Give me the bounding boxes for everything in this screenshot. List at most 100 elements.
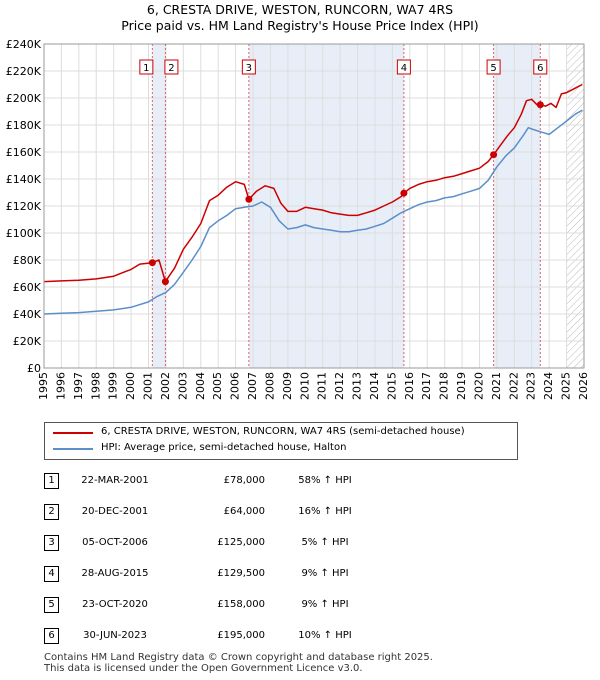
- sale-label: 4: [401, 63, 407, 74]
- hpi-series-line: [43, 109, 583, 315]
- sale-price: £125,000: [217, 537, 265, 548]
- sale-label-box: [396, 59, 411, 75]
- y-tick-label: £240K: [6, 38, 42, 51]
- chart-title: 6, CRESTA DRIVE, WESTON, RUNCORN, WA7 4R…: [146, 2, 454, 17]
- y-tick-label: £200K: [6, 92, 42, 105]
- sale-price: £64,000: [223, 506, 265, 517]
- footer-line-1: Contains HM Land Registry data © Crown c…: [44, 652, 433, 663]
- x-tick-label: 2018: [438, 372, 451, 400]
- x-tick-label: 2026: [577, 372, 590, 400]
- x-tick-label: 2001: [142, 372, 155, 400]
- y-tick-label: £120K: [6, 200, 42, 213]
- x-tick-label: 1995: [37, 372, 50, 400]
- price-chart: 1 2 3 4 5 6 £0 £20K £40K £60K £80K £100K £120K £140K £…: [6, 38, 590, 400]
- x-tick-label: 1997: [72, 372, 85, 400]
- sale-hpi: 9% ↑ HPI: [301, 599, 349, 610]
- x-tick-label: 1998: [89, 372, 102, 400]
- x-tick-label: 2010: [298, 372, 311, 400]
- sale-label: 2: [168, 63, 174, 74]
- sale-row: 1 22-MAR-2001 £78,000 58% ↑ HPI: [0, 470, 600, 490]
- x-tick-label: 1999: [107, 372, 120, 400]
- y-tick-label: £40K: [13, 308, 42, 321]
- sale-hpi: 58% ↑ HPI: [298, 475, 352, 486]
- y-tick-label: £60K: [13, 281, 42, 294]
- sale-number: 4: [44, 566, 59, 582]
- sale-date: 28-AUG-2015: [81, 568, 149, 579]
- legend-label-hpi: HPI: Average price, semi-detached house,…: [101, 442, 347, 453]
- x-tick-label: 2021: [490, 372, 503, 400]
- sale-number: 6: [44, 628, 59, 644]
- x-tick-label: 2005: [211, 372, 224, 400]
- x-tick-label: 2023: [525, 372, 538, 400]
- x-tick-label: 2014: [368, 372, 381, 400]
- x-tick-label: 2003: [176, 372, 189, 400]
- sale-price: £129,500: [217, 568, 265, 579]
- sale-label-box: [241, 59, 256, 75]
- sale-hpi: 10% ↑ HPI: [298, 630, 352, 641]
- sale-number: 5: [44, 597, 59, 613]
- x-tick-label: 2004: [194, 372, 207, 400]
- sale-point: [490, 151, 498, 159]
- sale-label-box: [139, 59, 154, 75]
- sale-label-box: [164, 59, 179, 75]
- y-tick-label: £0: [27, 362, 41, 375]
- legend: 6, CRESTA DRIVE, WESTON, RUNCORN, WA7 4R…: [44, 422, 518, 460]
- x-tick-label: 2020: [472, 372, 485, 400]
- sale-label-box: [486, 59, 501, 75]
- sale-price: £158,000: [217, 599, 265, 610]
- sale-date: 20-DEC-2001: [81, 506, 149, 517]
- sale-label-box: [533, 59, 548, 75]
- sale-hpi: 16% ↑ HPI: [298, 506, 352, 517]
- sale-point: [161, 278, 169, 286]
- legend-swatch-hpi: [53, 448, 93, 450]
- x-tick-label: 2006: [229, 372, 242, 400]
- chart-subtitle: Price paid vs. HM Land Registry's House …: [121, 18, 479, 33]
- x-tick-label: 2013: [351, 372, 364, 400]
- x-tick-label: 2007: [246, 372, 259, 400]
- x-tick-label: 2008: [263, 372, 276, 400]
- sale-date: 23-OCT-2020: [82, 599, 148, 610]
- x-tick-label: 2000: [124, 372, 137, 400]
- x-tick-label: 2011: [316, 372, 329, 400]
- footer-line-2: This data is licensed under the Open Gov…: [44, 663, 363, 674]
- sale-number: 3: [44, 535, 59, 551]
- sale-point: [245, 195, 253, 203]
- y-tick-label: £100K: [6, 227, 42, 240]
- legend-label-property: 6, CRESTA DRIVE, WESTON, RUNCORN, WA7 4R…: [101, 426, 465, 437]
- sale-date: 22-MAR-2001: [81, 475, 149, 486]
- y-tick-label: £80K: [13, 254, 42, 267]
- legend-swatch-property: [53, 432, 93, 434]
- y-tick-label: £220K: [6, 65, 42, 78]
- sale-label: 3: [246, 63, 252, 74]
- x-tick-label: 2022: [507, 372, 520, 400]
- y-tick-label: £160K: [6, 146, 42, 159]
- sale-label: 6: [537, 63, 543, 74]
- y-tick-label: £20K: [13, 335, 42, 348]
- sale-point: [400, 189, 408, 197]
- x-tick-label: 2019: [455, 372, 468, 400]
- footer: Contains HM Land Registry data © Crown c…: [44, 652, 433, 674]
- x-tick-label: 2016: [403, 372, 416, 400]
- sale-number: 2: [44, 504, 59, 520]
- sale-row: 2 20-DEC-2001 £64,000 16% ↑ HPI: [0, 501, 600, 521]
- sale-date: 30-JUN-2023: [83, 630, 147, 641]
- x-tick-label: 2015: [385, 372, 398, 400]
- sale-row: 4 28-AUG-2015 £129,500 9% ↑ HPI: [0, 563, 600, 583]
- sale-point: [148, 259, 156, 267]
- x-tick-label: 2002: [159, 372, 172, 400]
- x-tick-label: 1996: [54, 372, 67, 400]
- sale-label: 5: [490, 63, 496, 74]
- sale-price: £78,000: [223, 475, 265, 486]
- plot-border: [43, 43, 585, 369]
- sale-label: 1: [143, 63, 149, 74]
- x-tick-label: 2024: [542, 372, 555, 400]
- property-series-line: [43, 83, 583, 283]
- sale-row: 5 23-OCT-2020 £158,000 9% ↑ HPI: [0, 594, 600, 614]
- sale-hpi: 9% ↑ HPI: [301, 568, 349, 579]
- x-tick-label: 2025: [560, 372, 573, 400]
- sale-number: 1: [44, 473, 59, 489]
- sale-date: 05-OCT-2006: [82, 537, 148, 548]
- y-tick-label: £140K: [6, 173, 42, 186]
- x-tick-label: 2017: [420, 372, 433, 400]
- sale-hpi: 5% ↑ HPI: [301, 537, 349, 548]
